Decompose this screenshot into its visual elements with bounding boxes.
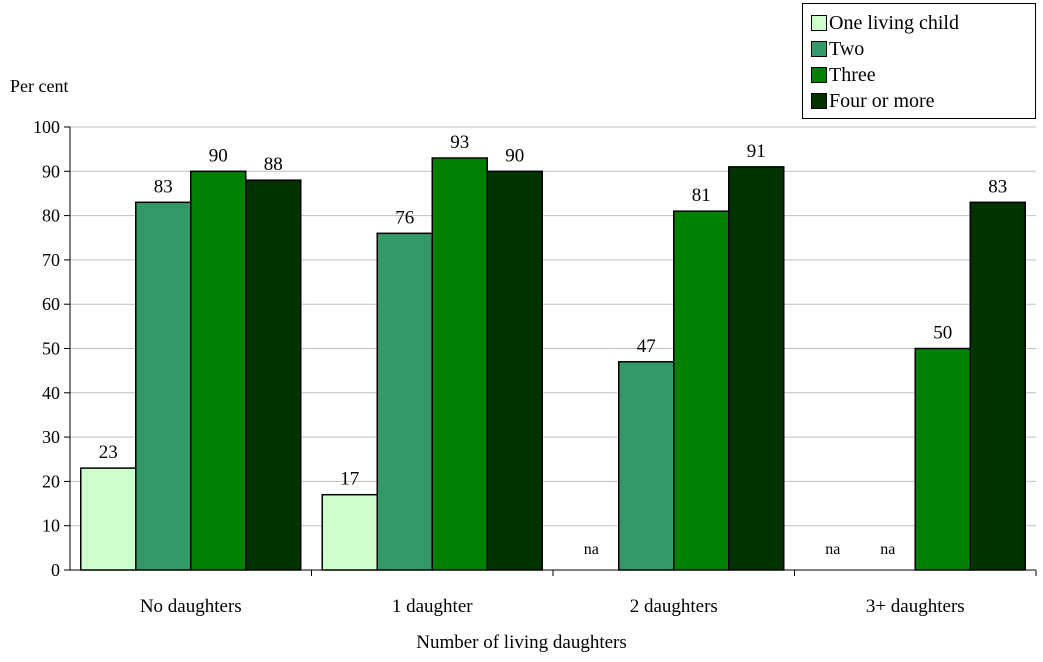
x-tick-label: 3+ daughters xyxy=(866,596,965,617)
legend-item-three: Three xyxy=(811,63,876,87)
y-tick-label: 60 xyxy=(42,294,60,314)
legend-swatch xyxy=(811,67,827,83)
legend-label: Two xyxy=(829,37,865,60)
bar xyxy=(135,201,192,571)
x-tick-label: 2 daughters xyxy=(630,596,718,617)
bar xyxy=(618,361,675,571)
y-tick-label: 0 xyxy=(51,560,60,580)
legend-swatch xyxy=(811,93,827,109)
y-tick-label: 20 xyxy=(42,471,60,491)
data-label: na xyxy=(584,541,599,558)
y-tick-label: 70 xyxy=(42,250,60,270)
data-label: 90 xyxy=(209,145,228,166)
data-label: 23 xyxy=(99,442,118,463)
y-tick-label: 80 xyxy=(42,206,60,226)
data-label: 50 xyxy=(933,323,952,344)
bar xyxy=(969,201,1026,571)
data-label: 88 xyxy=(264,154,283,175)
y-tick-label: 40 xyxy=(42,383,60,403)
y-tick-label: 50 xyxy=(42,339,60,359)
y-tick-label: 30 xyxy=(42,427,60,447)
legend-label: Three xyxy=(829,63,876,86)
data-label: 81 xyxy=(692,185,711,206)
y-tick-label: 10 xyxy=(42,516,60,536)
y-axis-title: Per cent xyxy=(10,76,69,96)
bar xyxy=(431,157,488,571)
data-label: 83 xyxy=(988,176,1007,197)
bar xyxy=(245,179,302,571)
data-label: na xyxy=(825,541,840,558)
data-label: 47 xyxy=(637,336,656,357)
data-label: 76 xyxy=(395,207,414,228)
bar xyxy=(321,493,378,571)
legend-item-four-or-more: Four or more xyxy=(811,89,935,113)
data-label: 91 xyxy=(747,141,766,162)
data-label: 93 xyxy=(450,132,469,153)
bar xyxy=(486,170,543,571)
legend-swatch xyxy=(811,15,827,31)
data-label: 90 xyxy=(505,145,524,166)
legend-label: Four or more xyxy=(829,89,935,112)
data-label: 83 xyxy=(154,176,173,197)
bar xyxy=(728,166,785,571)
legend-item-one-living-child: One living child xyxy=(811,11,959,35)
data-label: 17 xyxy=(340,469,359,490)
legend-label: One living child xyxy=(829,11,959,34)
bar xyxy=(80,467,137,571)
bar xyxy=(190,170,247,571)
y-tick-label: 90 xyxy=(42,161,60,181)
data-label: na xyxy=(880,541,895,558)
legend-item-two: Two xyxy=(811,37,864,61)
bar xyxy=(376,232,433,571)
chart-legend: One living child Two Three Four or more xyxy=(802,3,1036,119)
legend-swatch xyxy=(811,41,827,57)
y-tick-label: 100 xyxy=(33,117,60,137)
bar xyxy=(673,210,730,571)
bar xyxy=(914,347,971,571)
x-axis-title: Number of living daughters xyxy=(416,632,627,653)
x-tick-label: 1 daughter xyxy=(392,596,473,617)
x-tick-label: No daughters xyxy=(140,596,242,617)
